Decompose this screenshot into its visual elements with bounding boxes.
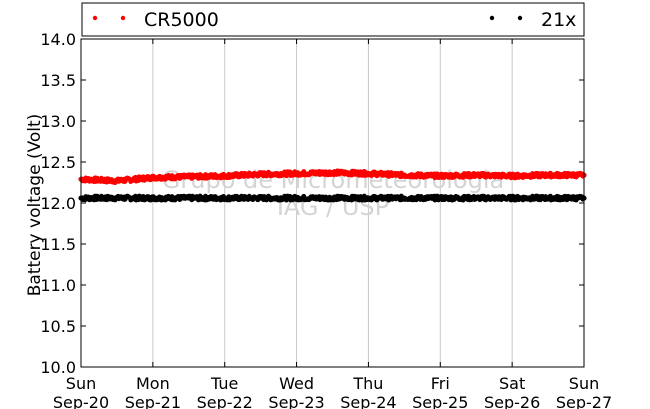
legend: CR5000 21x <box>81 2 585 37</box>
y-tick-label: 13.5 <box>40 71 76 90</box>
cr5000-sample <box>581 172 586 178</box>
x-tick-label-date: Sep-22 <box>197 393 253 409</box>
y-axis: 10.0 10.5 11.0 11.5 12.0 12.5 13.0 13.5 14.0 <box>40 30 584 377</box>
series-21x <box>78 193 587 203</box>
x-tick-label-date: Sep-25 <box>412 393 468 409</box>
x-tick-label-day: Fri <box>431 374 450 393</box>
x-tick-label-date: Sep-24 <box>340 393 396 409</box>
x-tick-label-date: Sep-27 <box>556 393 612 409</box>
legend-marker-cr5000 <box>120 15 126 21</box>
x-tick-label-date: Sep-26 <box>484 393 540 409</box>
y-tick-label: 13.0 <box>40 112 76 131</box>
y-tick-label: 12.0 <box>40 194 76 213</box>
legend-label-cr5000: CR5000 <box>144 9 219 31</box>
legend-marker-21x <box>517 15 523 21</box>
x-tick-label-date: Sep-23 <box>268 393 324 409</box>
x-tick-label-date: Sep-21 <box>125 393 181 409</box>
x-tick-label-day: Thu <box>352 374 383 393</box>
series-21x-sample <box>581 195 586 201</box>
x-tick-label-date: Sep-20 <box>53 393 109 409</box>
legend-marker-21x <box>489 15 495 21</box>
x-tick-label-day: Sun <box>66 374 96 393</box>
y-tick-label: 11.0 <box>40 276 76 295</box>
x-tick-label-day: Mon <box>136 374 170 393</box>
y-tick-label: 14.0 <box>40 30 76 49</box>
y-axis-label: Battery voltage (Volt) <box>25 114 45 297</box>
y-tick-label: 10.5 <box>40 317 76 336</box>
legend-box <box>81 2 585 37</box>
y-tick-label: 12.5 <box>40 153 76 172</box>
x-axis: SunSep-20MonSep-21TueSep-22WedSep-23ThuS… <box>53 39 612 409</box>
y-tick-label: 11.5 <box>40 235 76 254</box>
legend-label-21x: 21x <box>541 9 576 31</box>
x-tick-label-day: Wed <box>279 374 314 393</box>
x-tick-label-day: Sat <box>499 374 525 393</box>
x-tick-label-day: Tue <box>210 374 238 393</box>
series-cr5000 <box>78 168 587 186</box>
y-tick-label: 10.0 <box>40 358 76 377</box>
x-tick-label-day: Sun <box>569 374 599 393</box>
grid <box>152 39 513 367</box>
legend-marker-cr5000 <box>92 15 98 21</box>
